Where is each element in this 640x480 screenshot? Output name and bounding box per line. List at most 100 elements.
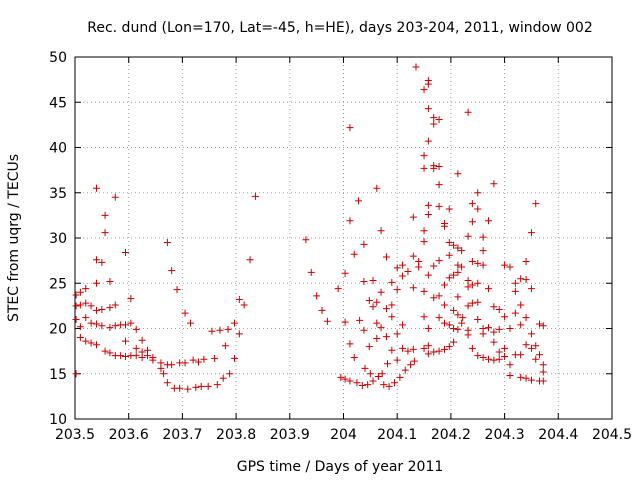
data-point (173, 286, 181, 294)
data-point (474, 205, 482, 213)
data-point (385, 382, 393, 390)
data-point (219, 374, 227, 382)
data-point (181, 309, 189, 317)
data-point (479, 261, 487, 269)
data-point (450, 241, 458, 249)
data-point (341, 269, 349, 277)
data-point (424, 350, 432, 358)
data-point (522, 341, 530, 349)
data-point (121, 337, 129, 345)
data-point (82, 285, 90, 293)
data-point (399, 344, 407, 352)
data-point (495, 355, 503, 363)
data-point (176, 384, 184, 392)
data-point (468, 281, 476, 289)
x-tick-label: 203.6 (109, 427, 149, 443)
data-point (527, 285, 535, 293)
data-point (435, 163, 443, 171)
data-point (127, 319, 135, 327)
data-point (181, 359, 189, 367)
data-point (334, 285, 342, 293)
data-point (459, 314, 467, 322)
data-point (474, 315, 482, 323)
data-point (424, 201, 432, 209)
data-point (450, 271, 458, 279)
data-point (92, 306, 100, 314)
data-point (464, 232, 472, 240)
data-point (517, 373, 525, 381)
data-point (501, 353, 509, 361)
data-point (377, 288, 385, 296)
data-point (221, 342, 229, 350)
data-point (101, 229, 109, 237)
y-tick-label: 45 (49, 95, 67, 111)
data-point (474, 279, 482, 287)
data-point (235, 296, 243, 304)
data-point (92, 256, 100, 264)
data-point (440, 281, 448, 289)
data-point (132, 344, 140, 352)
data-point (76, 323, 84, 331)
data-point (82, 337, 90, 345)
data-point (364, 381, 372, 389)
y-tick-label: 15 (49, 367, 67, 383)
x-tick-label: 204.5 (592, 427, 632, 443)
data-point (495, 348, 503, 356)
data-point (409, 345, 417, 353)
data-point (163, 379, 171, 387)
data-point (511, 279, 519, 287)
data-point (409, 252, 417, 260)
data-point (490, 328, 498, 336)
data-point (401, 366, 409, 374)
data-point (517, 275, 525, 283)
data-point (111, 301, 119, 309)
data-point (501, 344, 509, 352)
data-point (458, 247, 466, 255)
x-tick-label: 204.2 (431, 427, 471, 443)
data-point (72, 315, 80, 323)
data-point (454, 268, 462, 276)
data-point (420, 313, 428, 321)
data-point (117, 352, 125, 360)
data-point (484, 217, 492, 225)
data-point (527, 229, 535, 237)
data-point (346, 340, 354, 348)
data-point (230, 319, 238, 327)
data-point (484, 355, 492, 363)
data-point (522, 276, 530, 284)
data-point (208, 327, 216, 335)
x-tick-label: 204.3 (485, 427, 525, 443)
data-point (76, 301, 84, 309)
data-point (396, 373, 404, 381)
data-point (211, 354, 219, 362)
data-point (87, 302, 95, 310)
data-point (474, 352, 482, 360)
data-point (361, 364, 369, 372)
data-point (479, 247, 487, 255)
data-point (106, 324, 114, 332)
y-tick-label: 30 (49, 231, 67, 247)
data-point (111, 322, 119, 330)
data-point (415, 263, 423, 271)
data-point (450, 338, 458, 346)
data-point (511, 309, 519, 317)
data-point (160, 370, 168, 378)
data-point (468, 299, 476, 307)
data-point (197, 382, 205, 390)
data-point (224, 325, 232, 333)
data-point (302, 236, 310, 244)
data-point (420, 164, 428, 172)
data-point (384, 360, 392, 368)
data-point (168, 361, 176, 369)
data-point (226, 370, 234, 378)
x-tick-label: 203.8 (216, 427, 256, 443)
data-point (501, 261, 509, 269)
data-point (350, 353, 358, 361)
data-point (464, 277, 472, 285)
data-point (409, 284, 417, 292)
data-point (101, 347, 109, 355)
data-point (474, 298, 482, 306)
data-point (380, 381, 388, 389)
data-point (490, 338, 498, 346)
